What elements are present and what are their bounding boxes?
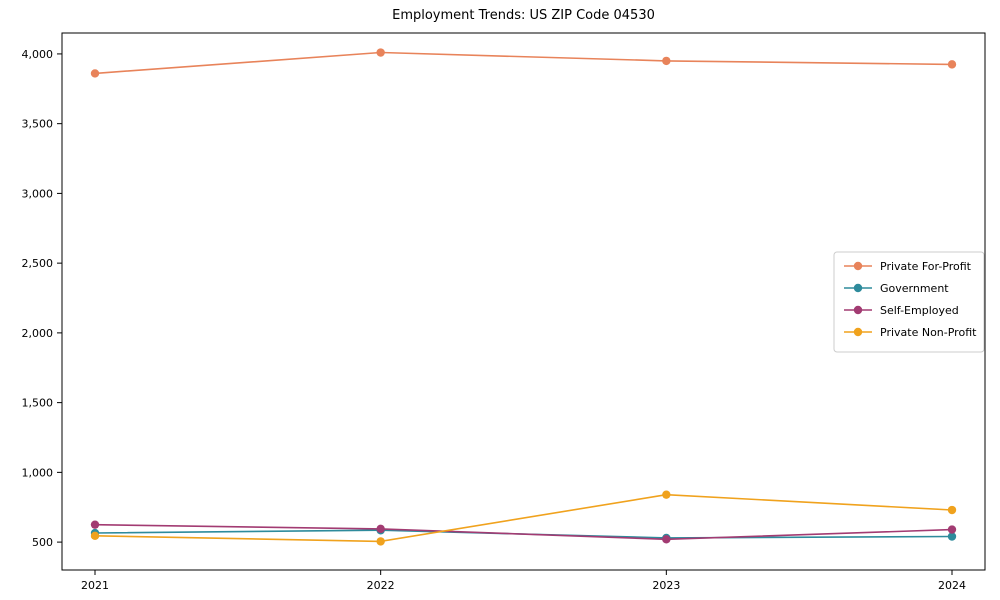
marker-private-non-profit xyxy=(947,505,957,515)
legend-marker-self-employed xyxy=(853,305,863,315)
marker-self-employed xyxy=(90,520,100,529)
legend-label-private-for-profit: Private For-Profit xyxy=(880,260,972,273)
legend-marker-private-non-profit xyxy=(853,327,863,337)
legend-marker-government xyxy=(853,283,863,293)
marker-self-employed xyxy=(376,524,385,534)
marker-private-for-profit xyxy=(376,48,385,57)
marker-private-non-profit xyxy=(90,531,100,541)
legend-label-self-employed: Self-Employed xyxy=(880,304,959,317)
series-line-private-non-profit xyxy=(94,493,953,543)
series-self-employed xyxy=(90,520,957,544)
marker-private-for-profit xyxy=(662,56,671,66)
y-tick-label: 2,000 xyxy=(22,327,54,340)
marker-private-for-profit xyxy=(947,60,957,69)
marker-self-employed xyxy=(947,525,957,534)
marker-private-non-profit xyxy=(376,537,385,546)
y-tick-label: 3,500 xyxy=(22,118,54,131)
x-tick-label: 2022 xyxy=(367,579,395,592)
legend-label-private-non-profit: Private Non-Profit xyxy=(880,326,977,339)
x-axis: 2021 2022 2023 2024 xyxy=(81,570,966,592)
legend-box xyxy=(833,251,985,353)
marker-government xyxy=(947,532,957,541)
series-line-private-for-profit xyxy=(94,51,953,75)
y-tick-label: 2,500 xyxy=(22,257,54,270)
y-axis: 500 1,000 1,500 2,000 2,500 3,000 3,500 4,000 xyxy=(22,48,62,549)
x-tick-label: 2023 xyxy=(652,579,680,592)
series-private-non-profit xyxy=(90,490,957,546)
chart-title: Employment Trends: US ZIP Code 04530 xyxy=(392,8,655,23)
legend: Private For-Profit Government Self-Employe… xyxy=(833,251,985,353)
y-tick-label: 500 xyxy=(32,536,53,549)
x-tick-label: 2024 xyxy=(938,579,966,592)
x-tick-label: 2021 xyxy=(81,579,109,592)
y-tick-label: 1,500 xyxy=(22,397,54,410)
series-line-self-employed xyxy=(94,523,953,541)
legend-marker-private-for-profit xyxy=(853,261,863,271)
marker-private-for-profit xyxy=(90,69,100,78)
y-tick-label: 4,000 xyxy=(22,48,54,61)
marker-self-employed xyxy=(662,535,671,544)
legend-label-government: Government xyxy=(880,282,949,295)
y-tick-label: 3,000 xyxy=(22,187,54,200)
marker-private-non-profit xyxy=(662,490,671,499)
y-tick-label: 1,000 xyxy=(22,466,54,479)
plot-frame xyxy=(61,32,986,571)
series-private-for-profit xyxy=(90,48,957,78)
